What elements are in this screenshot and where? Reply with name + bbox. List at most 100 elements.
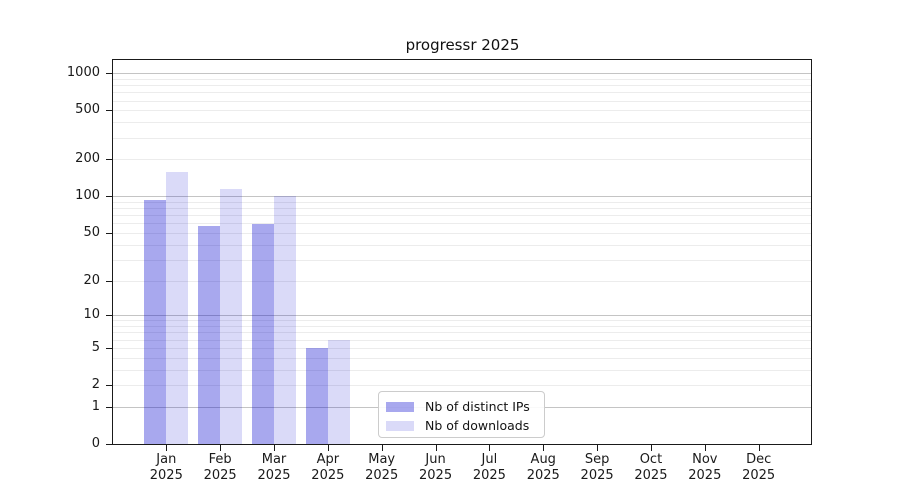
x-tick-label-mar: Mar 2025: [244, 452, 304, 484]
y-gridline-minor: [113, 100, 811, 102]
bar-nb-of-downloads-apr: [327, 339, 350, 444]
y-gridline-minor: [113, 201, 811, 203]
y-tick-label: 1: [91, 398, 100, 414]
legend-swatch-distinct-ips-icon: [386, 401, 414, 412]
y-gridline-minor: [113, 110, 811, 112]
x-tick-label-jul: Jul 2025: [459, 452, 519, 484]
y-gridline-minor: [113, 332, 811, 334]
y-gridline-minor: [113, 347, 811, 349]
legend-swatch-downloads-icon: [386, 420, 414, 431]
x-tick-mark-may: [381, 445, 383, 451]
y-gridline-minor: [113, 78, 811, 80]
y-gridline-minor: [113, 232, 811, 234]
bar-nb-of-distinct-ips-jan: [144, 200, 167, 444]
x-tick-mark-mar: [274, 445, 275, 451]
x-tick-label-sep: Sep 2025: [567, 452, 627, 484]
y-tick-label: 1000: [66, 65, 100, 81]
x-tick-year: 2025: [365, 468, 399, 483]
x-tick-month: Jun: [425, 452, 446, 467]
y-gridline-major: [113, 73, 811, 75]
y-tick-mark: [106, 110, 112, 112]
x-tick-year: 2025: [419, 468, 453, 483]
y-gridline-minor: [113, 357, 811, 359]
y-tick-mark: [106, 406, 112, 408]
x-tick-label-nov: Nov 2025: [675, 452, 735, 484]
x-tick-month: Nov: [692, 452, 718, 467]
x-tick-month: Oct: [639, 452, 663, 467]
x-tick-mark-oct: [650, 445, 652, 451]
x-tick-label-aug: Aug 2025: [513, 452, 573, 484]
y-tick-mark: [106, 280, 112, 282]
legend-item-downloads: Nb of downloads: [386, 416, 544, 435]
x-tick-month: May: [368, 452, 396, 467]
x-tick-month: Apr: [316, 452, 340, 467]
x-tick-year: 2025: [257, 468, 291, 483]
y-gridline-minor: [113, 244, 811, 246]
x-tick-mark-aug: [543, 445, 545, 451]
x-tick-mark-apr: [327, 445, 329, 451]
y-tick-mark: [106, 232, 112, 234]
y-gridline-minor: [113, 339, 811, 341]
x-tick-label-may: May 2025: [352, 452, 412, 484]
x-tick-year: 2025: [311, 468, 345, 483]
x-tick-month: Jul: [481, 452, 498, 467]
x-tick-mark-sep: [597, 445, 599, 451]
legend-item-distinct-ips: Nb of distinct IPs: [386, 397, 544, 416]
x-tick-mark-nov: [704, 445, 706, 451]
x-tick-mark-jul: [489, 445, 491, 451]
y-gridline-minor: [113, 223, 811, 225]
bar-nb-of-downloads-mar: [274, 195, 296, 444]
y-gridline-minor: [113, 85, 811, 87]
x-tick-year: 2025: [203, 468, 237, 483]
bar-nb-of-distinct-ips-feb: [198, 226, 221, 444]
legend-label-distinct-ips: Nb of distinct IPs: [425, 399, 530, 414]
plot-area: [112, 59, 812, 445]
y-tick-label: 100: [75, 188, 100, 204]
x-tick-month: Jan: [156, 452, 177, 467]
x-tick-month: Sep: [584, 452, 610, 467]
x-tick-month: Feb: [208, 452, 232, 467]
y-gridline-minor: [113, 280, 811, 282]
y-gridline-minor: [113, 215, 811, 217]
y-tick-label: 10: [83, 307, 100, 323]
x-tick-label-oct: Oct 2025: [621, 452, 681, 484]
y-tick-mark: [106, 315, 112, 317]
x-tick-year: 2025: [149, 468, 183, 483]
x-tick-year: 2025: [742, 468, 776, 483]
y-tick-label: 0: [91, 436, 100, 451]
x-tick-year: 2025: [634, 468, 668, 483]
legend: Nb of distinct IPs Nb of downloads: [378, 391, 545, 438]
y-gridline-minor: [113, 320, 811, 322]
y-tick-label: 50: [83, 224, 100, 240]
y-tick-label: 20: [83, 272, 100, 288]
x-tick-mark-jan: [166, 445, 168, 451]
y-tick-mark: [106, 73, 112, 75]
y-gridline-minor: [113, 122, 811, 124]
y-tick-label: 5: [91, 339, 100, 355]
y-tick-label: 500: [75, 102, 100, 118]
bar-nb-of-distinct-ips-apr: [305, 347, 328, 444]
x-tick-mark-dec: [758, 445, 760, 451]
bar-nb-of-downloads-feb: [220, 189, 243, 444]
x-tick-year: 2025: [688, 468, 722, 483]
y-gridline-minor: [113, 208, 811, 210]
y-gridline-minor: [113, 259, 811, 261]
y-gridline-minor: [113, 159, 811, 161]
y-tick-mark: [106, 159, 112, 161]
bar-nb-of-distinct-ips-mar: [252, 224, 274, 444]
y-gridline-minor: [113, 385, 811, 387]
y-gridline-minor: [113, 137, 811, 139]
x-tick-month: Mar: [261, 452, 287, 467]
x-tick-year: 2025: [526, 468, 560, 483]
x-tick-year: 2025: [580, 468, 614, 483]
x-tick-month: Aug: [530, 452, 556, 467]
bar-nb-of-downloads-jan: [166, 171, 189, 444]
x-tick-year: 2025: [472, 468, 506, 483]
y-gridline-minor: [113, 326, 811, 328]
y-tick-label: 2: [91, 377, 100, 393]
y-tick-mark: [106, 444, 112, 445]
x-tick-mark-feb: [220, 445, 222, 451]
y-tick-mark: [106, 196, 112, 198]
y-gridline-major: [113, 315, 811, 317]
